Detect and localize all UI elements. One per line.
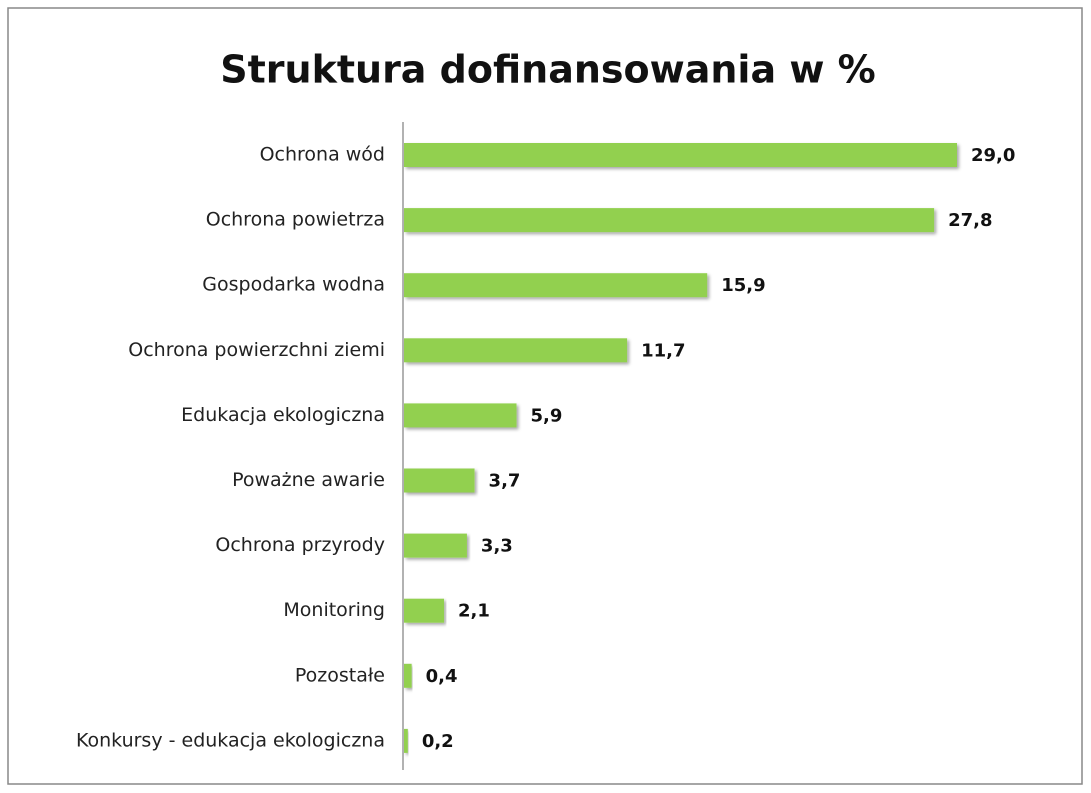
bar [404,663,412,688]
category-label: Gospodarka wodna [202,274,385,296]
bar [404,338,628,363]
bar [404,533,467,558]
data-label: 15,9 [721,275,765,296]
category-label: Pozostałe [295,664,385,686]
data-label: 2,1 [458,601,490,622]
category-label: Ochrona przyrody [215,534,385,556]
data-label: 0,4 [426,666,458,687]
bar [404,143,957,167]
data-label: 5,9 [531,405,563,426]
chart-frame [7,7,1083,785]
category-label: Ochrona powierzchni ziemi [128,339,385,361]
category-label: Konkursy - edukacja ekologiczna [76,729,385,751]
bar [404,273,708,298]
bar [404,598,445,623]
bar [404,208,935,233]
category-label: Poważne awarie [232,469,385,491]
category-label: Monitoring [283,599,385,621]
data-label: 3,3 [481,536,513,557]
data-label: 11,7 [641,340,685,361]
bar [404,728,408,753]
chart-title: Struktura dofinansowania w % [220,48,875,92]
data-label: 29,0 [971,145,1015,166]
bar [404,403,517,428]
data-label: 27,8 [948,210,992,231]
category-label: Edukacja ekologiczna [181,404,385,426]
bar [404,468,475,493]
category-label: Ochrona powietrza [206,209,385,231]
data-label: 0,2 [422,731,454,752]
data-label: 3,7 [489,471,521,492]
category-label: Ochrona wód [260,144,385,166]
